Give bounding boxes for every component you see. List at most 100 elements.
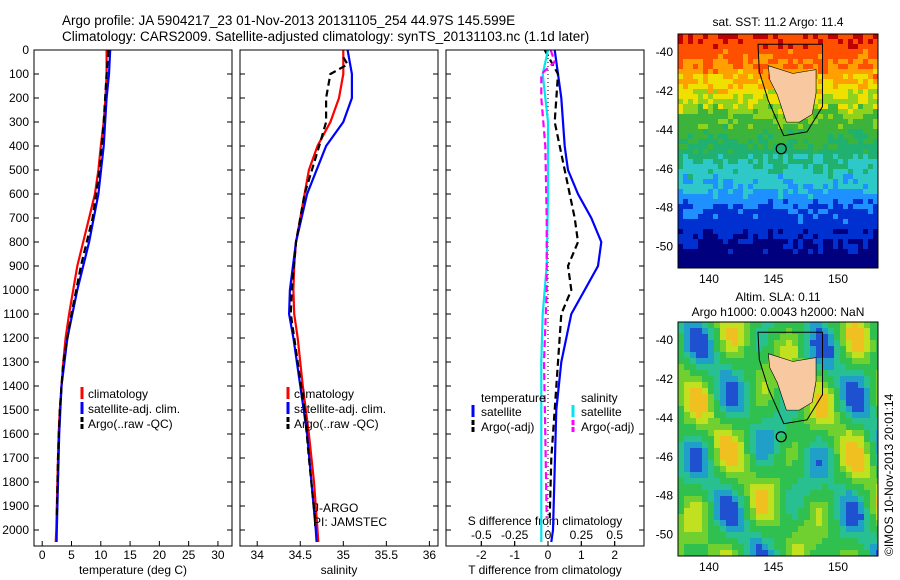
map-cell (713, 259, 718, 264)
map-cell (714, 514, 720, 520)
map-cell (858, 322, 864, 328)
map-cell (718, 154, 723, 159)
map-cell (838, 59, 843, 64)
map-cell (828, 239, 833, 244)
map-cell (863, 109, 868, 114)
map-cell (810, 526, 816, 532)
map-cell (793, 69, 798, 74)
map-cell (688, 144, 693, 149)
map-cell (696, 382, 702, 388)
map-cell (756, 472, 762, 478)
map-cell (843, 84, 848, 89)
map-cell (848, 179, 853, 184)
map-cell (702, 532, 708, 538)
map-cell (693, 154, 698, 159)
map-cell (873, 34, 878, 39)
map-cell (713, 239, 718, 244)
map-cell (804, 340, 810, 346)
map-cell (702, 406, 708, 412)
map-cell (798, 412, 804, 418)
map-cell (876, 340, 878, 346)
map-cell (762, 322, 768, 328)
map-cell (762, 538, 768, 544)
map-cell (813, 184, 818, 189)
map-cell (822, 382, 828, 388)
map-cell (678, 44, 683, 49)
map-cell (756, 514, 762, 520)
map-cell (720, 526, 726, 532)
map-cell (834, 412, 840, 418)
map-cell (758, 134, 763, 139)
map-cell (803, 234, 808, 239)
map-cell (873, 219, 878, 224)
map-cell (863, 54, 868, 59)
map-cell (870, 376, 876, 382)
map-cell (816, 352, 822, 358)
map-cell (702, 346, 708, 352)
map-cell (696, 514, 702, 520)
map-cell (818, 249, 823, 254)
map-cell (813, 169, 818, 174)
map-cell (834, 454, 840, 460)
map-cell (868, 254, 873, 259)
map-cell (783, 219, 788, 224)
map-cell (714, 388, 720, 394)
map-cell (698, 214, 703, 219)
map-cell (684, 400, 690, 406)
x-tick-label: 25 (182, 548, 196, 562)
map-cell (743, 219, 748, 224)
map-cell (788, 149, 793, 154)
map-cell (702, 340, 708, 346)
map-cell (684, 334, 690, 340)
map-cell (758, 64, 763, 69)
map-cell (690, 430, 696, 436)
map-cell (726, 364, 732, 370)
map-cell (768, 234, 773, 239)
map-cell (768, 144, 773, 149)
map-cell (753, 199, 758, 204)
map-cell (853, 199, 858, 204)
map-cell (834, 472, 840, 478)
map-cell (853, 104, 858, 109)
map-cell (793, 44, 798, 49)
map-cell (823, 54, 828, 59)
map-cell (823, 224, 828, 229)
map-cell (758, 229, 763, 234)
map-cell (840, 424, 846, 430)
map-cell (838, 229, 843, 234)
map-cell (823, 94, 828, 99)
map-cell (810, 472, 816, 478)
map-cell (738, 490, 744, 496)
map-cell (768, 472, 774, 478)
legend-label: Argo(..raw -QC) (88, 417, 173, 431)
map-cell (703, 194, 708, 199)
map-cell (748, 169, 753, 174)
map-cell (750, 424, 756, 430)
map-cell (876, 334, 878, 340)
map-cell (786, 328, 792, 334)
map-cell (848, 149, 853, 154)
map-cell (792, 352, 798, 358)
map-cell (720, 376, 726, 382)
map-cell (783, 204, 788, 209)
map-cell (853, 149, 858, 154)
y-tick-label: 1600 (2, 427, 29, 441)
map-cell (696, 526, 702, 532)
map-cell (858, 159, 863, 164)
map-cell (728, 44, 733, 49)
map-cell (843, 184, 848, 189)
map-cell (678, 249, 683, 254)
map-cell (792, 322, 798, 328)
map-cell (702, 520, 708, 526)
map-cell (798, 234, 803, 239)
map-cell (863, 184, 868, 189)
map-cell (684, 538, 690, 544)
map-cell (864, 502, 870, 508)
map-cell (726, 430, 732, 436)
map-cell (773, 199, 778, 204)
map-cell (773, 109, 778, 114)
map-cell (786, 472, 792, 478)
map-cell (846, 526, 852, 532)
map-cell (768, 322, 774, 328)
map-cell (873, 174, 878, 179)
